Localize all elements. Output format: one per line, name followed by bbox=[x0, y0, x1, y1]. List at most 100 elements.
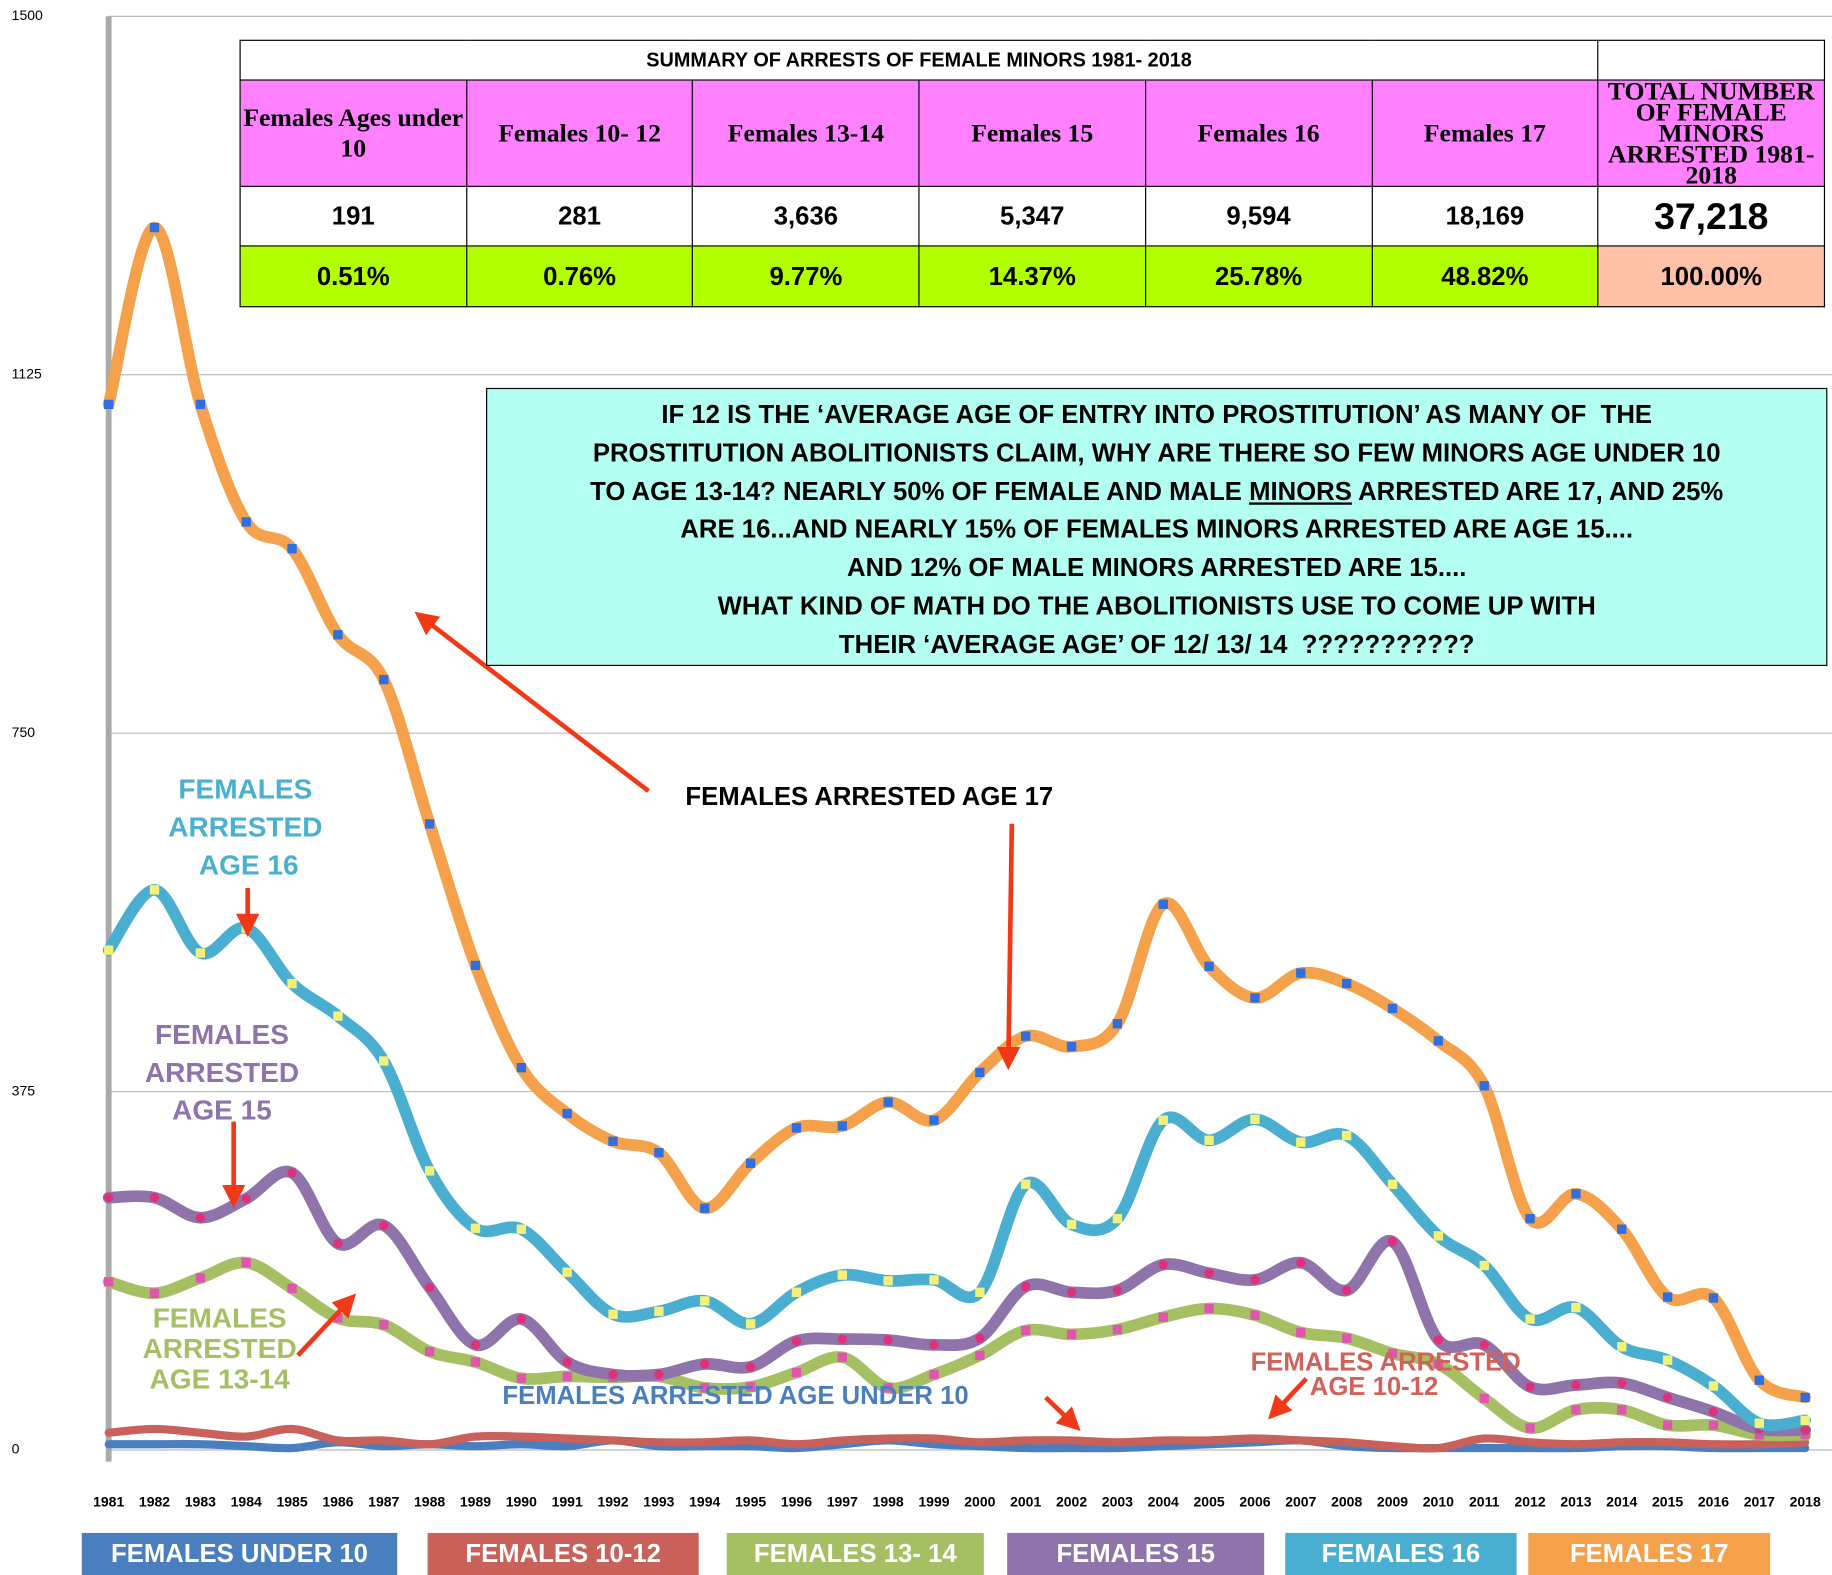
marker bbox=[883, 1335, 893, 1345]
marker bbox=[745, 1382, 756, 1392]
arrow bbox=[296, 1293, 357, 1357]
marker bbox=[975, 1350, 985, 1361]
marker bbox=[149, 1288, 160, 1298]
marker bbox=[791, 1367, 802, 1378]
marker bbox=[1066, 1287, 1077, 1297]
table-cell: 9.77% bbox=[692, 245, 920, 308]
x-tick-label: 2018 bbox=[1790, 1493, 1821, 1509]
marker bbox=[516, 1063, 527, 1073]
marker bbox=[1021, 1325, 1031, 1336]
legend-swatch bbox=[1285, 1532, 1517, 1575]
marker bbox=[333, 1011, 343, 1021]
x-tick-label: 1994 bbox=[689, 1493, 720, 1509]
x-tick-label: 2004 bbox=[1148, 1493, 1179, 1509]
marker bbox=[1754, 1375, 1764, 1385]
note-text: MINORS bbox=[1249, 476, 1352, 506]
marker bbox=[1800, 1425, 1810, 1435]
x-tick-label: 2013 bbox=[1560, 1493, 1591, 1509]
arrow bbox=[414, 611, 650, 793]
table-cell: 0.76% bbox=[465, 245, 694, 308]
marker bbox=[241, 1193, 251, 1204]
x-tick-label: 1999 bbox=[918, 1493, 949, 1509]
marker bbox=[379, 674, 389, 685]
marker bbox=[791, 1287, 802, 1297]
marker bbox=[1066, 1329, 1077, 1340]
marker bbox=[1158, 1259, 1168, 1270]
marker bbox=[1250, 1310, 1260, 1320]
marker bbox=[1158, 1312, 1168, 1322]
note-line: THEIR ‘AVERAGE AGE’ OF 12/ 13/ 14 ??????… bbox=[487, 626, 1826, 664]
marker bbox=[1112, 1019, 1123, 1029]
marker bbox=[1158, 899, 1168, 909]
legend-swatch bbox=[726, 1532, 984, 1575]
marker bbox=[103, 1277, 114, 1287]
table-row: 0.51% 0.76% 9.77% 14.37% 25.78% 48.82% 100.00% bbox=[239, 245, 1826, 308]
marker bbox=[1296, 968, 1306, 978]
marker bbox=[424, 819, 435, 829]
marker bbox=[562, 1371, 572, 1382]
marker bbox=[1112, 1324, 1123, 1335]
marker bbox=[837, 1352, 847, 1362]
x-tick-label: 2008 bbox=[1331, 1493, 1362, 1509]
note-text: WHAT KIND OF MATH DO THE ABOLITIONISTS U… bbox=[717, 591, 1596, 621]
table-header: TOTAL NUMBER OF FEMALE MINORS ARRESTED 1… bbox=[1597, 78, 1826, 188]
x-tick-label: 2001 bbox=[1010, 1493, 1041, 1509]
note-text: TO AGE 13-14? NEARLY 50% OF FEMALE AND M… bbox=[590, 476, 1250, 506]
marker bbox=[1433, 1036, 1444, 1046]
marker bbox=[287, 978, 297, 989]
table-header: Females 10- 12 bbox=[465, 79, 694, 188]
marker bbox=[241, 1257, 251, 1268]
marker bbox=[1250, 1114, 1260, 1124]
annotation: AGE 10-12 bbox=[1310, 1373, 1439, 1401]
table-cell bbox=[1597, 39, 1826, 81]
x-tick-label: 2011 bbox=[1469, 1493, 1500, 1509]
marker bbox=[929, 1275, 939, 1285]
marker bbox=[1479, 1393, 1489, 1404]
marker bbox=[1525, 1214, 1535, 1224]
marker bbox=[149, 222, 160, 233]
table-row: SUMMARY OF ARRESTS OF FEMALE MINORS 1981… bbox=[239, 39, 1826, 81]
marker bbox=[1296, 1137, 1306, 1147]
marker bbox=[608, 1369, 618, 1380]
marker bbox=[1525, 1423, 1535, 1433]
marker bbox=[379, 1056, 389, 1066]
marker bbox=[1433, 1335, 1444, 1345]
series-line bbox=[104, 1436, 1810, 1453]
x-tick-label: 2006 bbox=[1239, 1493, 1270, 1509]
marker bbox=[837, 1121, 847, 1131]
note-line: WHAT KIND OF MATH DO THE ABOLITIONISTS U… bbox=[487, 588, 1826, 626]
table-cell: 100.00% bbox=[1597, 245, 1826, 308]
marker bbox=[470, 1340, 481, 1350]
marker bbox=[470, 1223, 481, 1233]
marker bbox=[700, 1359, 710, 1369]
table-row: Females Ages under 10 Females 10- 12 Femal… bbox=[239, 78, 1826, 188]
marker bbox=[562, 1267, 572, 1277]
arrow bbox=[1044, 1395, 1081, 1432]
marker bbox=[1112, 1285, 1123, 1296]
marker bbox=[700, 1203, 710, 1213]
table-cell: 191 bbox=[239, 185, 468, 247]
marker bbox=[745, 1319, 756, 1329]
marker bbox=[791, 1336, 802, 1346]
marker bbox=[1066, 1219, 1077, 1230]
marker bbox=[1479, 1340, 1489, 1350]
marker bbox=[1662, 1392, 1673, 1403]
marker bbox=[516, 1314, 527, 1324]
marker bbox=[424, 1166, 435, 1176]
x-tick-label: 1991 bbox=[552, 1493, 583, 1509]
marker bbox=[1387, 1236, 1398, 1247]
x-tick-label: 1984 bbox=[231, 1493, 262, 1509]
x-tick-label: 1998 bbox=[873, 1493, 904, 1509]
marker bbox=[103, 1192, 114, 1203]
x-tick-label: 1995 bbox=[735, 1493, 766, 1509]
x-tick-label: 1987 bbox=[368, 1493, 399, 1509]
arrow bbox=[996, 823, 1021, 1071]
table-cell: 37,218 bbox=[1597, 185, 1826, 247]
marker bbox=[1662, 1355, 1673, 1365]
marker bbox=[1066, 1041, 1077, 1052]
x-tick-label: 2005 bbox=[1194, 1493, 1225, 1509]
annotation: ARRESTED bbox=[145, 1057, 299, 1088]
marker bbox=[1571, 1189, 1581, 1199]
marker bbox=[883, 1097, 893, 1107]
